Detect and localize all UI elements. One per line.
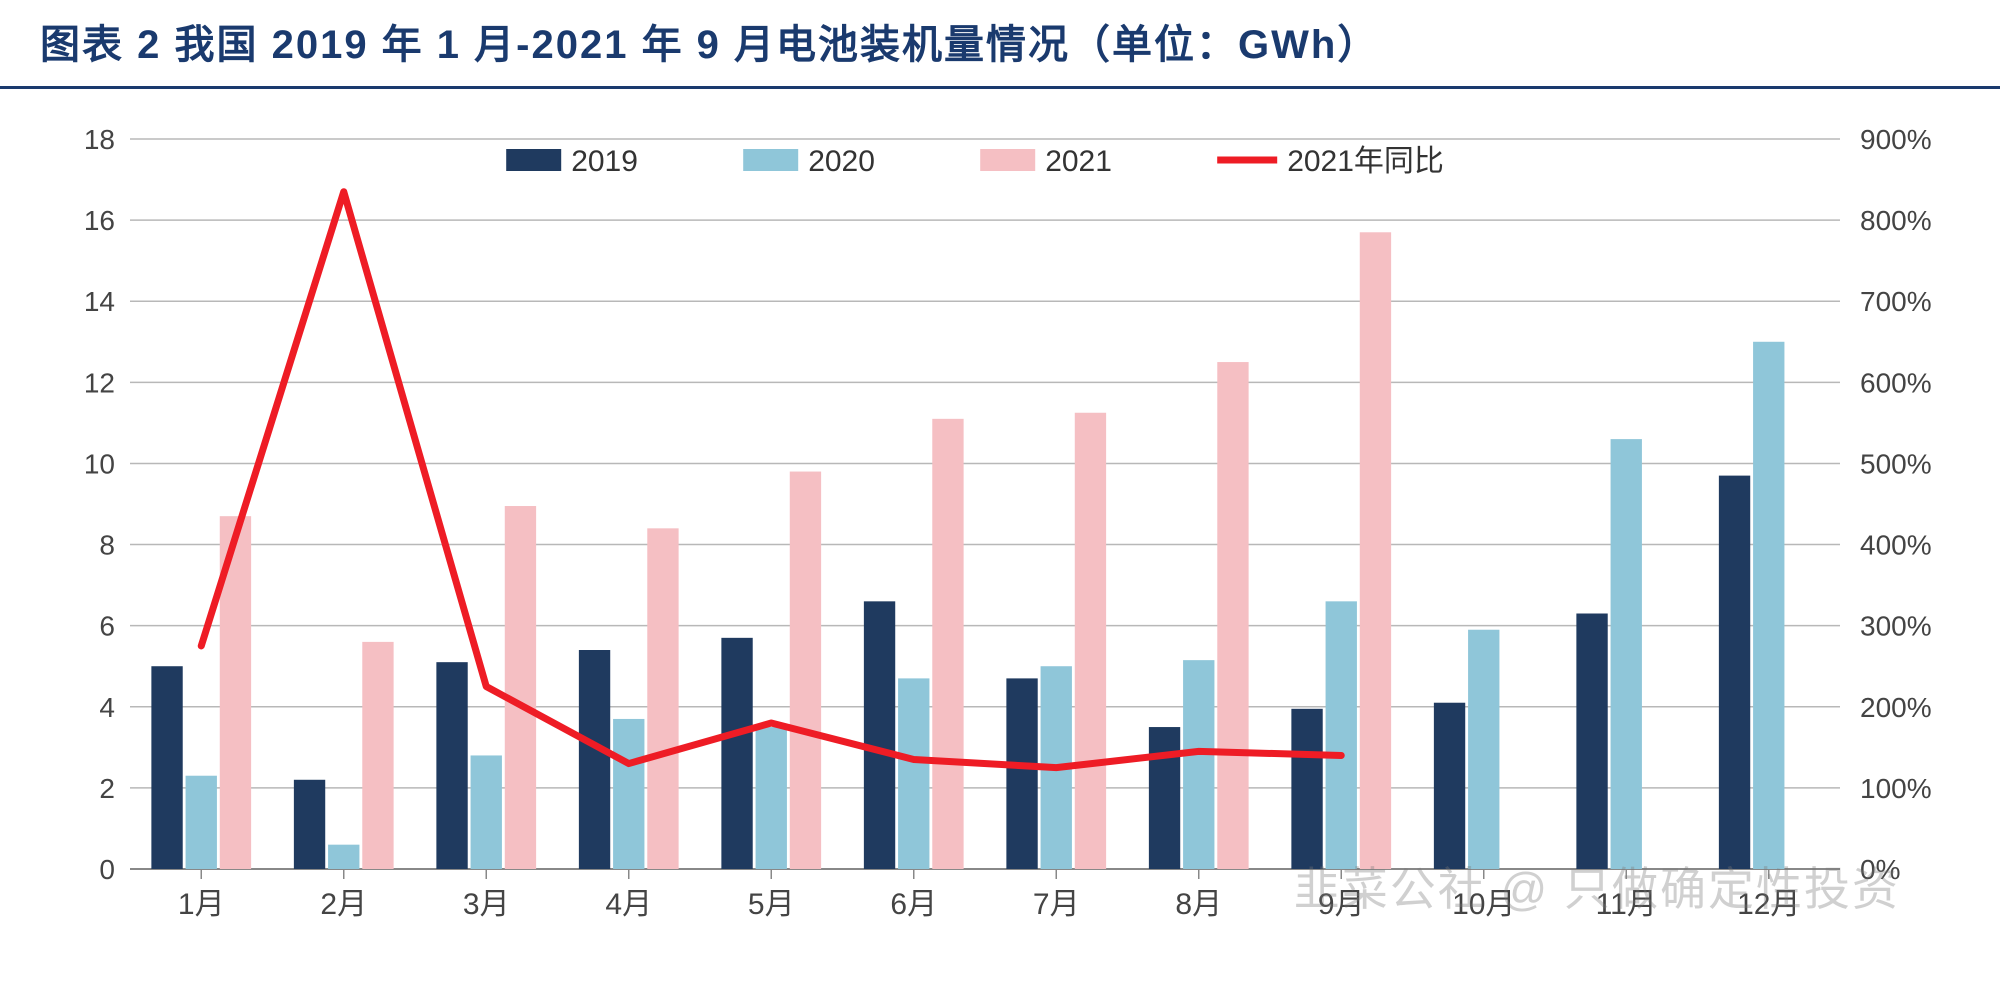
chart-container: 0 2 4 6 8 10 12 14 16 18 0% 100% 200% 300% 400% 500% 600… <box>40 119 1960 979</box>
legend-swatch <box>980 149 1035 171</box>
svg-text:6月: 6月 <box>890 888 937 921</box>
bar-2020 <box>1468 630 1499 869</box>
svg-text:3月: 3月 <box>463 888 510 921</box>
svg-text:4月: 4月 <box>605 888 652 921</box>
svg-text:8: 8 <box>99 530 115 561</box>
bar-2019 <box>436 662 467 869</box>
svg-text:100%: 100% <box>1860 773 1932 804</box>
bar-2019 <box>1291 709 1322 869</box>
svg-text:16: 16 <box>84 205 115 236</box>
bar-2019 <box>294 780 325 869</box>
legend-swatch <box>506 149 561 171</box>
svg-text:18: 18 <box>84 124 115 155</box>
bar-2021 <box>505 506 536 869</box>
bar-2021 <box>647 528 678 869</box>
svg-text:11月: 11月 <box>1596 888 1657 921</box>
bar-2021 <box>932 419 963 869</box>
bar-2021 <box>362 642 393 869</box>
svg-text:12: 12 <box>84 367 115 398</box>
bar-2020 <box>1753 342 1784 869</box>
bar-2019 <box>579 650 610 869</box>
bar-2020 <box>613 719 644 869</box>
svg-text:1月: 1月 <box>178 888 225 921</box>
chart-title-bar: 图表 2 我国 2019 年 1 月-2021 年 9 月电池装机量情况（单位：… <box>0 0 2000 89</box>
bar-2021 <box>1360 232 1391 869</box>
svg-text:10月: 10月 <box>1452 888 1515 921</box>
svg-text:10: 10 <box>84 448 115 479</box>
bar-2019 <box>151 666 182 869</box>
legend-label: 2021 <box>1045 145 1112 178</box>
chart-title: 图表 2 我国 2019 年 1 月-2021 年 9 月电池装机量情况（单位：… <box>40 23 1379 67</box>
legend-swatch <box>743 149 798 171</box>
bar-2019 <box>1576 614 1607 870</box>
bar-line-chart: 0 2 4 6 8 10 12 14 16 18 0% 100% 200% 300% 400% 500% 600… <box>40 119 1960 959</box>
svg-text:0%: 0% <box>1860 854 1900 885</box>
svg-text:7月: 7月 <box>1033 888 1080 921</box>
bar-2020 <box>471 755 502 869</box>
bar-2019 <box>721 638 752 869</box>
bar-2019 <box>1719 476 1750 869</box>
svg-text:500%: 500% <box>1860 448 1932 479</box>
svg-text:300%: 300% <box>1860 611 1932 642</box>
svg-text:12月: 12月 <box>1737 888 1800 921</box>
bar-2020 <box>1183 660 1214 869</box>
bar-2020 <box>756 727 787 869</box>
svg-text:800%: 800% <box>1860 205 1932 236</box>
svg-text:200%: 200% <box>1860 692 1932 723</box>
bar-2020 <box>1611 439 1642 869</box>
svg-text:600%: 600% <box>1860 367 1932 398</box>
bar-2020 <box>1326 601 1357 869</box>
bar-2020 <box>186 776 217 869</box>
legend-label: 2021年同比 <box>1287 145 1444 178</box>
legend-label: 2020 <box>808 145 875 178</box>
svg-text:0: 0 <box>99 854 115 885</box>
svg-text:8月: 8月 <box>1175 888 1222 921</box>
bar-2021 <box>1075 413 1106 869</box>
svg-text:6: 6 <box>99 611 115 642</box>
bar-2021 <box>1217 362 1248 869</box>
svg-text:700%: 700% <box>1860 286 1932 317</box>
legend-label: 2019 <box>571 145 638 178</box>
svg-text:4: 4 <box>99 692 115 723</box>
svg-text:5月: 5月 <box>748 888 795 921</box>
bar-2019 <box>864 601 895 869</box>
bar-2019 <box>1149 727 1180 869</box>
bar-2020 <box>898 678 929 869</box>
svg-text:900%: 900% <box>1860 124 1932 155</box>
svg-text:2月: 2月 <box>320 888 367 921</box>
svg-text:14: 14 <box>84 286 115 317</box>
svg-text:9月: 9月 <box>1318 888 1365 921</box>
bar-2021 <box>790 472 821 869</box>
bar-2020 <box>328 845 359 869</box>
bar-2019 <box>1434 703 1465 869</box>
bar-2019 <box>1006 678 1037 869</box>
svg-text:400%: 400% <box>1860 530 1932 561</box>
svg-text:2: 2 <box>99 773 115 804</box>
